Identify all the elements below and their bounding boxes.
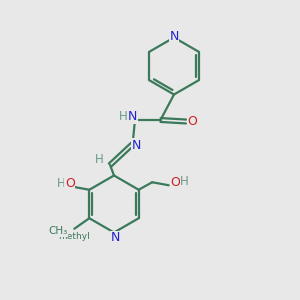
- Text: H: H: [95, 153, 104, 166]
- Text: O: O: [65, 177, 75, 190]
- Text: N: N: [111, 231, 120, 244]
- Text: O: O: [170, 176, 180, 189]
- Text: CH₃: CH₃: [49, 226, 68, 236]
- Text: H: H: [119, 110, 128, 124]
- Text: O: O: [188, 115, 197, 128]
- Text: H: H: [57, 177, 66, 190]
- Text: N: N: [169, 29, 179, 43]
- Text: N: N: [131, 139, 141, 152]
- Text: N: N: [128, 110, 137, 124]
- Text: H: H: [180, 175, 189, 188]
- Text: methyl: methyl: [58, 232, 90, 241]
